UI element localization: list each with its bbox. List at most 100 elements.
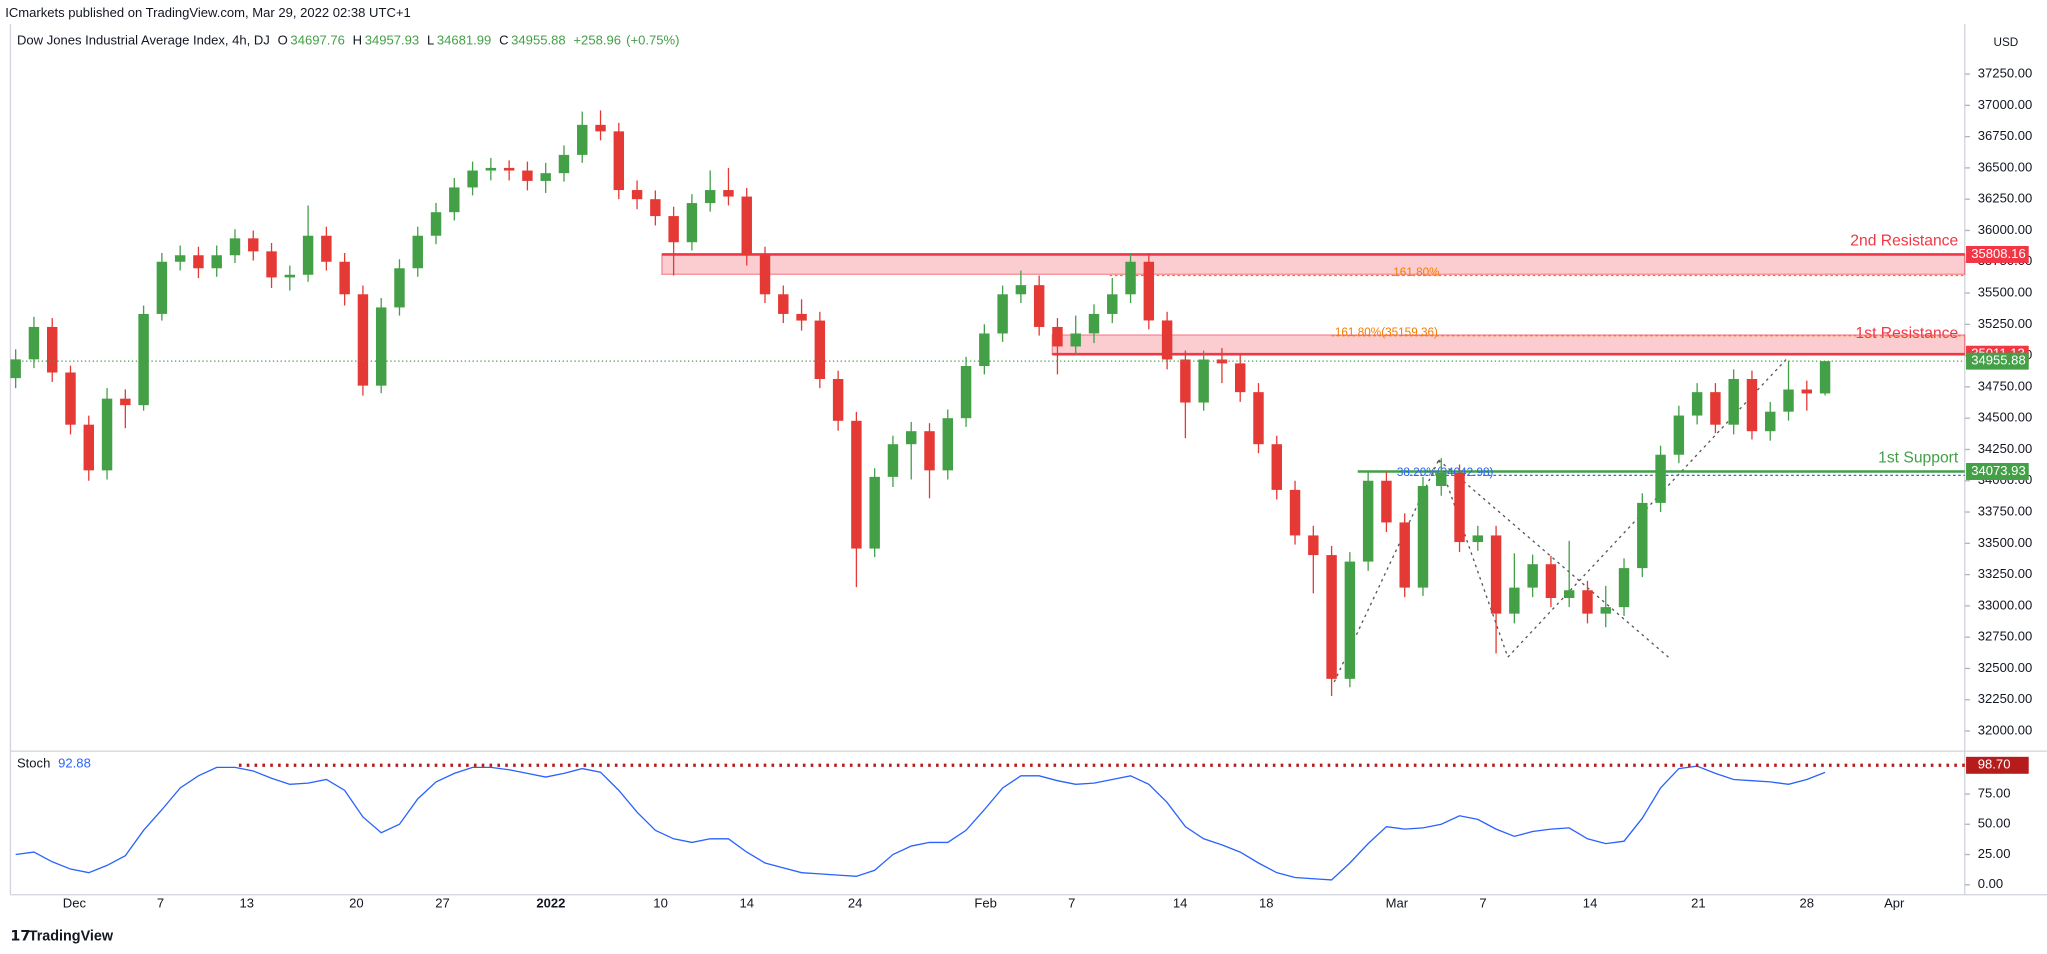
y-tick-label: 33000.00 [1978,597,2032,612]
candle-body [1015,285,1027,295]
candle-body [704,190,716,204]
stoch-level-box [1966,756,2029,774]
x-tick-label: Feb [974,895,996,910]
x-tick-label: 24 [848,895,863,910]
candle-body [1436,472,1447,487]
publisher: ICmarkets published on TradingView.com, … [5,5,411,20]
candle-body [1344,561,1356,679]
candle-body [1234,363,1246,393]
candle-body [595,124,606,132]
candle-body [723,190,734,197]
y-tick-label: 34250.00 [1978,441,2032,456]
candle-body [942,418,954,471]
x-tick-label: 20 [349,895,364,910]
candle-body [302,235,314,275]
candle-body [412,235,423,269]
candle-body [1765,411,1776,432]
y-tick-label: 35250.00 [1978,316,2032,331]
candle-body [375,307,387,386]
candle-body [120,398,131,406]
y-tick-label: 36500.00 [1978,159,2032,174]
candle-body [522,170,533,181]
candle-body [759,255,771,295]
stoch-name: Stoch [17,756,50,771]
y-tick-label: 35500.00 [1978,284,2032,299]
candle-body [503,167,515,171]
candle-body [796,313,807,321]
candle-body [1691,392,1703,416]
ohlc-prefix: H [353,32,362,47]
candle-body [467,170,478,188]
candle-body [28,326,40,360]
trend-line [1438,459,1669,658]
ohlc-value: 34697.76 [290,32,344,47]
candle-body [814,320,826,380]
y-tick-label: 33250.00 [1978,566,2032,581]
x-tick-label: 27 [435,895,450,910]
candle-body [1527,564,1538,588]
candle-body [1454,472,1465,543]
brand-logo: 𝟭𝟳 [10,928,30,944]
y-tick-label: 34750.00 [1978,378,2032,393]
candle-body [266,251,277,278]
candle-body [1180,359,1191,403]
candle-body [1728,379,1739,425]
x-tick-label: 18 [1259,895,1274,910]
x-tick-label: 7 [1068,895,1075,910]
candle-body [174,255,186,262]
ohlc-value: 34957.93 [365,32,419,47]
candle-body [686,203,698,243]
fib-label: 161.80% [1393,266,1440,279]
y-tick-label: 36750.00 [1978,128,2032,143]
x-tick-label: Dec [63,895,87,910]
candle-body [540,173,551,181]
y-tick-label: 33750.00 [1978,503,2032,518]
stoch-line [15,765,1826,881]
x-tick-label: 14 [739,895,754,910]
candle-body [577,124,588,155]
x-tick-label: 14 [1173,895,1188,910]
candle-body [613,131,625,191]
candle-body [1070,333,1081,347]
fib-label: 38.20%(34042.98) [1397,466,1494,479]
candle-body [1253,392,1264,445]
trend-line [1438,459,1509,658]
candle-body [83,424,94,471]
candle-body [156,261,168,314]
candle-body [1271,444,1282,490]
x-tick-label: 2022 [536,895,565,910]
ohlc-value: 34681.99 [437,32,491,47]
candle-body [248,238,259,252]
candle-body [1618,568,1630,608]
level-price-label: 35808.16 [1971,246,2025,261]
change: +258.96 [573,32,621,47]
y-tick-label: 32500.00 [1978,660,2032,675]
x-tick-label: Mar [1386,895,1409,910]
level-price-box [1966,463,2029,480]
candle-body [924,431,935,471]
candle-body [1673,415,1685,455]
brand: TradingView [29,928,114,944]
y-tick-label: 33500.00 [1978,535,2032,550]
candle-body [778,294,789,314]
x-tick-label: 7 [157,895,164,910]
level-zone [661,253,1966,275]
candle-body [1819,361,1831,394]
candle-body [1472,535,1484,543]
candle-body [193,255,204,269]
candle-body [1746,379,1758,432]
candle-body [997,294,1008,334]
candle-body [1710,392,1721,425]
candle-body [558,154,570,174]
last-price-label: 34955.88 [1971,353,2025,368]
candle-body [1216,359,1228,364]
y-tick-label: 36250.00 [1978,191,2032,206]
candle-body [631,190,643,200]
candle-body [1563,590,1575,599]
level-name: 2nd Resistance [1850,233,1958,250]
candle-body [668,216,679,243]
x-tick-label: 21 [1691,895,1706,910]
y-tick-label: 32750.00 [1978,629,2032,644]
stoch-value: 92.88 [58,756,91,771]
stoch-tick-label: 75.00 [1978,785,2011,800]
